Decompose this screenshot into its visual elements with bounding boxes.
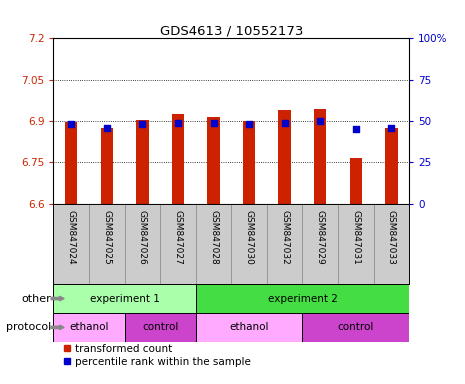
Text: GSM847030: GSM847030 <box>245 210 253 265</box>
Bar <box>385 128 398 204</box>
Point <box>317 118 324 124</box>
Point <box>388 124 395 131</box>
Point <box>103 124 111 131</box>
Text: GSM847025: GSM847025 <box>102 210 111 265</box>
Bar <box>172 114 184 204</box>
Text: GSM847028: GSM847028 <box>209 210 218 265</box>
Bar <box>207 117 220 204</box>
Bar <box>196 284 409 313</box>
Bar <box>100 128 113 204</box>
Text: ethanol: ethanol <box>229 322 269 333</box>
Title: GDS4613 / 10552173: GDS4613 / 10552173 <box>159 24 303 37</box>
Bar <box>53 284 196 313</box>
Text: GSM847033: GSM847033 <box>387 210 396 265</box>
Bar <box>279 110 291 204</box>
Point <box>352 126 359 132</box>
Text: GSM847027: GSM847027 <box>173 210 182 265</box>
Point <box>139 121 146 127</box>
Text: control: control <box>142 322 179 333</box>
Text: GSM847032: GSM847032 <box>280 210 289 265</box>
Bar <box>125 313 196 342</box>
Text: other: other <box>21 293 51 304</box>
Text: GSM847026: GSM847026 <box>138 210 147 265</box>
Point <box>174 119 182 126</box>
Text: GSM847029: GSM847029 <box>316 210 325 265</box>
Text: control: control <box>338 322 374 333</box>
Legend: transformed count, percentile rank within the sample: transformed count, percentile rank withi… <box>59 340 255 371</box>
Bar <box>53 313 125 342</box>
Text: GSM847031: GSM847031 <box>352 210 360 265</box>
Bar <box>196 313 303 342</box>
Point <box>246 121 253 127</box>
Text: experiment 2: experiment 2 <box>267 293 338 304</box>
Text: GSM847024: GSM847024 <box>67 210 76 265</box>
Bar <box>65 122 78 204</box>
Bar <box>314 109 326 204</box>
Text: experiment 1: experiment 1 <box>90 293 159 304</box>
Text: ethanol: ethanol <box>69 322 109 333</box>
Bar <box>303 313 409 342</box>
Point <box>281 119 288 126</box>
Text: protocol: protocol <box>6 322 51 333</box>
Point <box>210 119 217 126</box>
Bar <box>243 121 255 204</box>
Point <box>67 121 75 127</box>
Bar <box>350 158 362 204</box>
Bar <box>136 119 149 204</box>
